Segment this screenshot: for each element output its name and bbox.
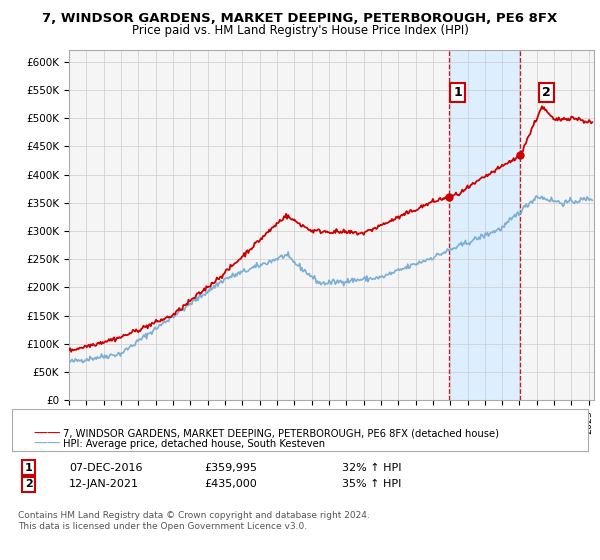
Text: 7, WINDSOR GARDENS, MARKET DEEPING, PETERBOROUGH, PE6 8FX: 7, WINDSOR GARDENS, MARKET DEEPING, PETE… xyxy=(43,12,557,25)
Text: HPI: Average price, detached house, South Kesteven: HPI: Average price, detached house, Sout… xyxy=(63,439,325,449)
Text: 07-DEC-2016: 07-DEC-2016 xyxy=(69,463,143,473)
Text: 12-JAN-2021: 12-JAN-2021 xyxy=(69,479,139,489)
Text: ——: —— xyxy=(33,437,61,451)
Text: £359,995: £359,995 xyxy=(204,463,257,473)
Text: This data is licensed under the Open Government Licence v3.0.: This data is licensed under the Open Gov… xyxy=(18,522,307,531)
Text: 32% ↑ HPI: 32% ↑ HPI xyxy=(342,463,401,473)
Text: 2: 2 xyxy=(25,479,32,489)
Text: Contains HM Land Registry data © Crown copyright and database right 2024.: Contains HM Land Registry data © Crown c… xyxy=(18,511,370,520)
Text: ——: —— xyxy=(33,427,61,440)
Text: Price paid vs. HM Land Registry's House Price Index (HPI): Price paid vs. HM Land Registry's House … xyxy=(131,24,469,36)
Text: 35% ↑ HPI: 35% ↑ HPI xyxy=(342,479,401,489)
Text: £435,000: £435,000 xyxy=(204,479,257,489)
Text: 1: 1 xyxy=(453,86,462,99)
Bar xyxy=(449,50,520,400)
Text: 7, WINDSOR GARDENS, MARKET DEEPING, PETERBOROUGH, PE6 8FX (detached house): 7, WINDSOR GARDENS, MARKET DEEPING, PETE… xyxy=(63,428,499,438)
Text: 1: 1 xyxy=(25,463,32,473)
Text: 2: 2 xyxy=(542,86,551,99)
